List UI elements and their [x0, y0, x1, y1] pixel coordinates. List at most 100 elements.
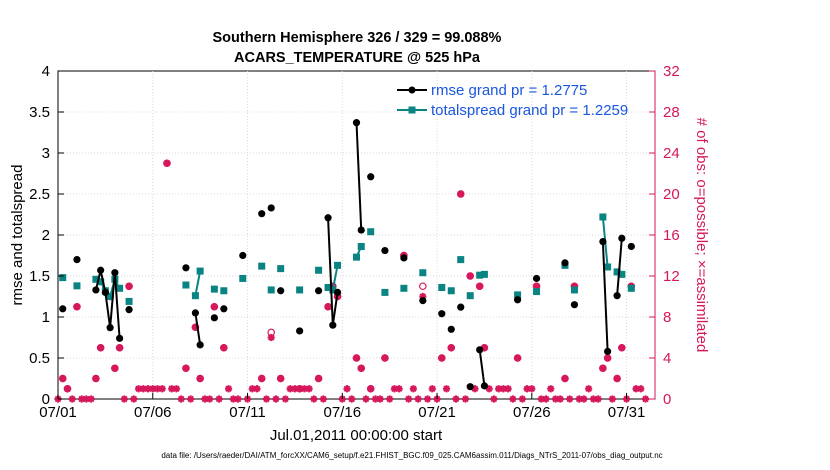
rmse-line-segment — [99, 270, 107, 293]
obs-assimilated-marker — [220, 344, 228, 352]
rmse-point — [438, 310, 446, 318]
obs-assimilated-marker — [523, 385, 531, 393]
obs-assimilated-marker — [206, 395, 214, 403]
obs-assimilated-marker — [566, 395, 574, 403]
y-right-tick-label: 16 — [663, 227, 680, 244]
obs-assimilated-marker — [187, 395, 195, 403]
y-tick-label: 4 — [42, 63, 50, 80]
rmse-line-segment — [601, 241, 609, 352]
totalspread-point — [258, 262, 266, 270]
y-tick-label: 2 — [42, 227, 50, 244]
y-tick-label: 3 — [42, 145, 50, 162]
rmse-line-segment — [478, 349, 486, 387]
obs-assimilated-marker — [608, 395, 616, 403]
obs-assimilated-marker — [457, 190, 465, 198]
obs-assimilated-marker — [172, 385, 181, 393]
totalspread-point — [353, 253, 360, 261]
obs-assimilated-marker — [168, 385, 176, 393]
obs-assimilated-marker — [594, 395, 602, 403]
rmse-point — [570, 301, 579, 309]
obs-assimilated-marker — [348, 395, 356, 403]
obs-assimilated-marker — [414, 395, 422, 403]
x-tick-label: 07/06 — [134, 404, 172, 421]
obs-assimilated-marker — [300, 385, 308, 393]
obs-assimilated-marker — [258, 374, 266, 383]
obs-assimilated-marker — [499, 385, 507, 393]
totalspread-point — [533, 288, 541, 296]
series-lines — [59, 119, 635, 391]
rmse-point — [604, 347, 612, 356]
obs-assimilated-marker — [495, 385, 503, 393]
obs-assimilated-marker — [267, 333, 275, 342]
rmse-point — [106, 324, 114, 332]
totalspread-point — [125, 297, 133, 305]
obs-assimilated-marker — [367, 385, 375, 393]
rmse-point — [476, 346, 484, 354]
obs-assimilated-marker — [381, 354, 389, 362]
rmse-point — [513, 296, 522, 304]
totalspread-point — [106, 293, 114, 300]
obs-assimilated-marker — [324, 303, 332, 311]
totalspread-point — [239, 274, 247, 282]
totalspread-point — [570, 286, 578, 294]
totalspread-point — [196, 267, 204, 275]
y-axis-label: rmse and totalspread — [9, 165, 26, 306]
chart-title: Southern Hemisphere 326 / 329 = 99.088% … — [213, 30, 502, 66]
obs-assimilated-marker — [163, 159, 171, 167]
y-right-tick-label: 24 — [663, 145, 680, 162]
chart-title-line-1: Southern Hemisphere 326 / 329 = 99.088% — [213, 30, 502, 46]
rmse-point — [210, 314, 218, 322]
totalspread-point — [438, 283, 446, 291]
obs-assimilated-marker — [130, 395, 138, 403]
totalspread-point — [476, 271, 484, 279]
totalspread-point — [182, 281, 190, 289]
rmse-point — [267, 204, 275, 212]
obs-assimilated-marker — [272, 395, 280, 403]
grid — [58, 71, 655, 399]
obs-assimilated-marker — [575, 395, 583, 403]
y-tick-label: 2.5 — [29, 186, 50, 203]
rmse-point — [101, 288, 109, 296]
obs-assimilated-marker — [580, 395, 588, 403]
obs-assimilated-marker — [613, 374, 621, 383]
obs-assimilated-marker — [637, 385, 645, 393]
obs-assimilated-marker — [547, 385, 555, 393]
rmse-point — [419, 297, 427, 305]
rmse-point — [333, 288, 342, 296]
obs-assimilated-marker — [314, 374, 323, 383]
totalspread-point — [277, 265, 285, 273]
obs-count-markers — [54, 159, 650, 403]
obs-assimilated-marker — [144, 385, 152, 393]
obs-assimilated-marker — [111, 364, 119, 372]
obs-assimilated-marker — [461, 395, 470, 403]
obs-assimilated-marker — [182, 364, 190, 372]
obs-assimilated-marker — [357, 364, 365, 372]
y-axis-label-right: # of obs: o=possible; ×=assimilated — [693, 118, 710, 353]
x-tick-label: 07/16 — [324, 404, 362, 421]
obs-assimilated-marker — [585, 385, 593, 393]
rmse-point — [400, 254, 408, 262]
chart-title-line-2: ACARS_TEMPERATURE @ 525 hPa — [234, 50, 481, 66]
obs-assimilated-marker — [386, 395, 394, 403]
axes: 0 0.5 1 1.5 2 2.5 3 3.5 4 0 4 8 12 16 20 24 28 32 07/01 07/… — [29, 63, 680, 421]
obs-assimilated-marker — [277, 374, 285, 383]
obs-assimilated-marker — [215, 395, 223, 403]
obs-assimilated-marker — [352, 354, 361, 362]
obs-assimilated-marker — [224, 385, 233, 393]
obs-assimilated-marker — [296, 385, 304, 393]
rmse-point — [239, 251, 247, 260]
rmse-point — [125, 306, 133, 314]
x-axis-label: Jul.01,2011 00:00:00 start — [270, 427, 443, 444]
obs-assimilated-marker — [362, 395, 370, 403]
y-tick-label: 0.5 — [29, 350, 50, 367]
obs-assimilated-marker — [632, 385, 640, 393]
totalspread-point — [357, 242, 365, 250]
obs-assimilated-marker — [618, 344, 626, 352]
totalspread-point — [466, 292, 474, 300]
legend-totalspread-marker — [408, 106, 416, 114]
rmse-point — [381, 246, 389, 255]
rmse-point — [196, 341, 204, 349]
obs-assimilated-marker — [490, 395, 498, 403]
totalspread-point — [92, 275, 100, 283]
obs-assimilated-marker — [485, 385, 493, 393]
